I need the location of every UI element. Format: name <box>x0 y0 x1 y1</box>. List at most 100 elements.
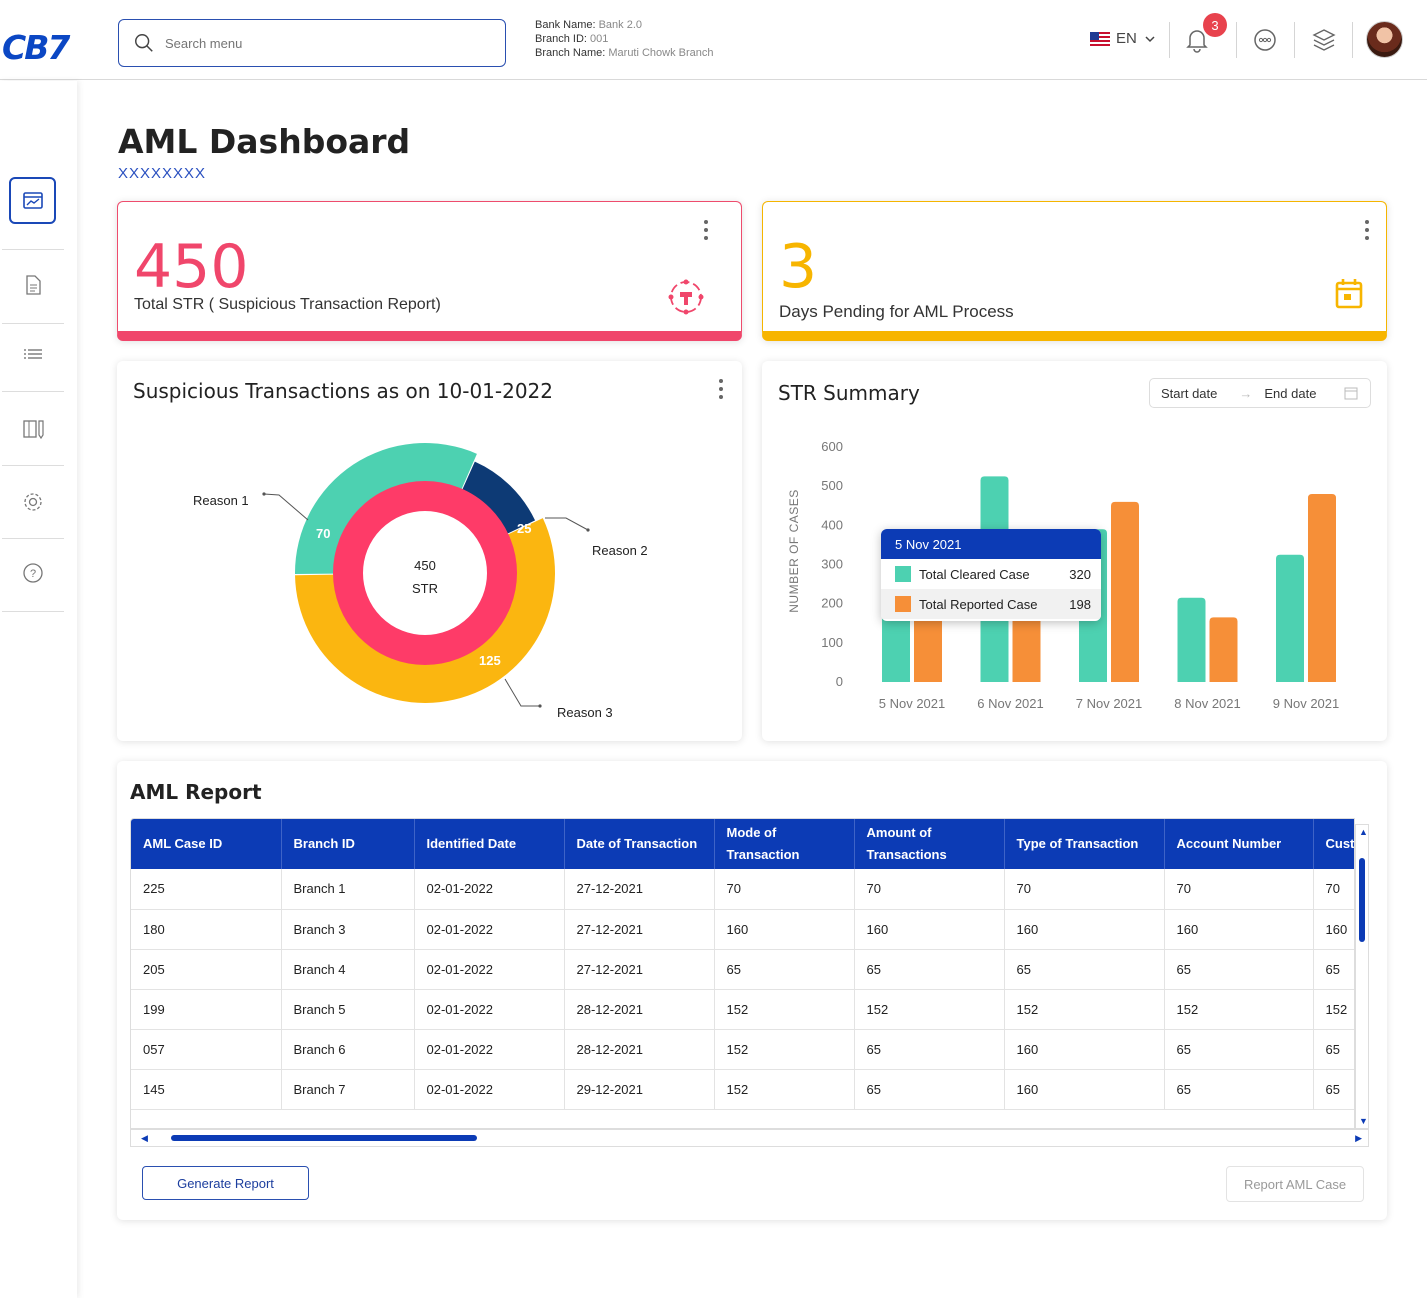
help-icon[interactable]: ? <box>21 561 45 585</box>
bar-total-reported-case[interactable] <box>1111 501 1139 682</box>
column-header[interactable]: Mode of Transaction <box>714 819 855 869</box>
table-cell: Branch 5 <box>281 989 415 1030</box>
donut-value-reason-1: 70 <box>316 526 331 541</box>
document-icon[interactable] <box>21 273 45 297</box>
table-cell: 65 <box>1313 1029 1354 1070</box>
table-cell: 65 <box>854 949 1005 990</box>
bar-total-reported-case[interactable] <box>914 604 942 682</box>
table-cell: 70 <box>1004 869 1165 910</box>
table-cell: 180 <box>131 909 282 950</box>
branch-name: Maruti Chowk Branch <box>608 47 714 59</box>
table-cell: 02-01-2022 <box>414 989 565 1030</box>
table-row[interactable]: 145 Branch 7 02-01-2022 29-12-2021 152 65 160 6… <box>131 1069 1354 1110</box>
generate-report-button[interactable]: Generate Report <box>142 1166 309 1200</box>
divider <box>2 323 64 324</box>
column-header[interactable]: Type of Transaction <box>1004 819 1165 869</box>
table-cell: 70 <box>854 869 1005 910</box>
table-row[interactable]: 199 Branch 5 02-01-2022 28-12-2021 152 152 152… <box>131 989 1354 1030</box>
tooltip-row-reported: Total Reported Case 198 <box>881 589 1101 619</box>
horizontal-scrollbar[interactable]: ◀ ▶ <box>130 1129 1369 1147</box>
scroll-down-icon[interactable]: ▼ <box>1359 1116 1368 1126</box>
table-cell: 65 <box>1004 949 1165 990</box>
bar-total-cleared-case[interactable] <box>1177 597 1206 682</box>
table-row[interactable]: 225 Branch 1 02-01-2022 27-12-2021 70 70 70 70 7… <box>131 869 1354 910</box>
more-options-icon[interactable] <box>1364 220 1370 242</box>
bank-name-label: Bank Name: <box>535 19 596 31</box>
panel-title: AML Report <box>130 780 262 804</box>
search-icon <box>135 34 153 52</box>
avatar[interactable] <box>1366 21 1403 58</box>
table-row[interactable]: 057 Branch 6 02-01-2022 28-12-2021 152 65 160 6… <box>131 1029 1354 1070</box>
table-cell: 27-12-2021 <box>564 949 715 990</box>
table-cell: 27-12-2021 <box>564 909 715 950</box>
donut-center-label: STR <box>412 581 438 596</box>
column-header[interactable]: Amount of Transactions <box>854 819 1005 869</box>
x-tick-label: 8 Nov 2021 <box>1174 696 1241 711</box>
end-date-input[interactable]: End date <box>1264 385 1317 401</box>
chat-icon[interactable] <box>1252 27 1278 53</box>
bell-icon[interactable] <box>1184 27 1210 53</box>
report-table-container[interactable]: AML Case ID Branch ID Identified Date Date … <box>130 818 1355 1129</box>
column-header[interactable]: Cust <box>1313 819 1354 869</box>
report-book-icon[interactable] <box>21 417 45 441</box>
scroll-left-icon[interactable]: ◀ <box>141 1133 148 1143</box>
tooltip-date: 5 Nov 2021 <box>881 529 1101 559</box>
calendar-icon[interactable] <box>1344 386 1358 400</box>
sidebar-item-dashboard[interactable] <box>9 177 56 224</box>
tooltip-label: Total Cleared Case <box>919 566 1030 582</box>
table-cell: 65 <box>1164 949 1314 990</box>
logo[interactable]: CB7 <box>2 28 70 67</box>
bar-total-reported-case[interactable] <box>1308 494 1336 682</box>
chart-tooltip: 5 Nov 2021 Total Cleared Case 320 Total … <box>881 529 1101 621</box>
aml-report-panel: AML Report AML Case ID Branch ID Identifie… <box>117 761 1387 1220</box>
y-tick-label: 0 <box>836 674 843 689</box>
gear-icon[interactable] <box>21 490 45 514</box>
scroll-up-icon[interactable]: ▲ <box>1359 827 1368 837</box>
vertical-scrollbar[interactable]: ▲ ▼ <box>1355 824 1369 1129</box>
column-header[interactable]: Identified Date <box>414 819 565 869</box>
layers-icon[interactable] <box>1311 27 1337 53</box>
branch-id: 001 <box>590 33 609 45</box>
scroll-thumb[interactable] <box>171 1135 477 1141</box>
kpi-label: Days Pending for AML Process <box>779 302 1014 321</box>
start-date-input[interactable]: Start date <box>1161 385 1218 401</box>
donut-value-reason-3: 125 <box>479 653 501 668</box>
table-cell: 27-12-2021 <box>564 869 715 910</box>
date-range-picker[interactable]: Start date → End date <box>1149 378 1371 408</box>
donut-segment-reason-3[interactable] <box>295 518 555 704</box>
table-row[interactable]: 205 Branch 4 02-01-2022 27-12-2021 65 65 65 65 6… <box>131 949 1354 990</box>
column-header[interactable]: AML Case ID <box>131 819 282 869</box>
search-input[interactable] <box>165 35 465 51</box>
language-selector[interactable]: EN <box>1090 30 1157 47</box>
column-header[interactable]: Branch ID <box>281 819 415 869</box>
arrow-right-icon: → <box>1239 385 1253 401</box>
page-subtitle: XXXXXXXX <box>118 165 207 182</box>
divider <box>2 538 64 539</box>
more-options-icon[interactable] <box>718 379 724 401</box>
table-cell: 057 <box>131 1029 282 1070</box>
bar-total-reported-case[interactable] <box>1012 613 1041 682</box>
search-box[interactable] <box>118 19 506 67</box>
scroll-right-icon[interactable]: ▶ <box>1355 1133 1362 1143</box>
table-cell: 70 <box>1164 869 1314 910</box>
donut-segment-reason-2[interactable] <box>461 461 536 535</box>
list-icon[interactable] <box>21 343 45 367</box>
top-bar: CB7 Bank Name: Bank 2.0 Branch ID: 001 B… <box>0 0 1427 80</box>
column-header[interactable]: Date of Transaction <box>564 819 715 869</box>
table-cell: 152 <box>714 989 855 1030</box>
bar-total-reported-case[interactable] <box>1209 617 1238 682</box>
x-tick-label: 9 Nov 2021 <box>1273 696 1340 711</box>
tooltip-label: Total Reported Case <box>919 596 1038 612</box>
y-tick-label: 600 <box>821 439 843 454</box>
more-options-icon[interactable] <box>703 220 709 242</box>
report-aml-case-button[interactable]: Report AML Case <box>1226 1166 1364 1202</box>
table-cell: Branch 3 <box>281 909 415 950</box>
table-row[interactable]: 180 Branch 3 02-01-2022 27-12-2021 160 160 160… <box>131 909 1354 950</box>
table-cell: 65 <box>1313 1069 1354 1110</box>
calendar-icon <box>1335 279 1363 309</box>
suspicious-transactions-panel: Suspicious Transactions as on 10-01-2022… <box>117 361 742 741</box>
bar-total-cleared-case[interactable] <box>1276 554 1304 682</box>
table-cell: 152 <box>854 989 1005 1030</box>
column-header[interactable]: Account Number <box>1164 819 1314 869</box>
scroll-thumb[interactable] <box>1359 858 1365 942</box>
